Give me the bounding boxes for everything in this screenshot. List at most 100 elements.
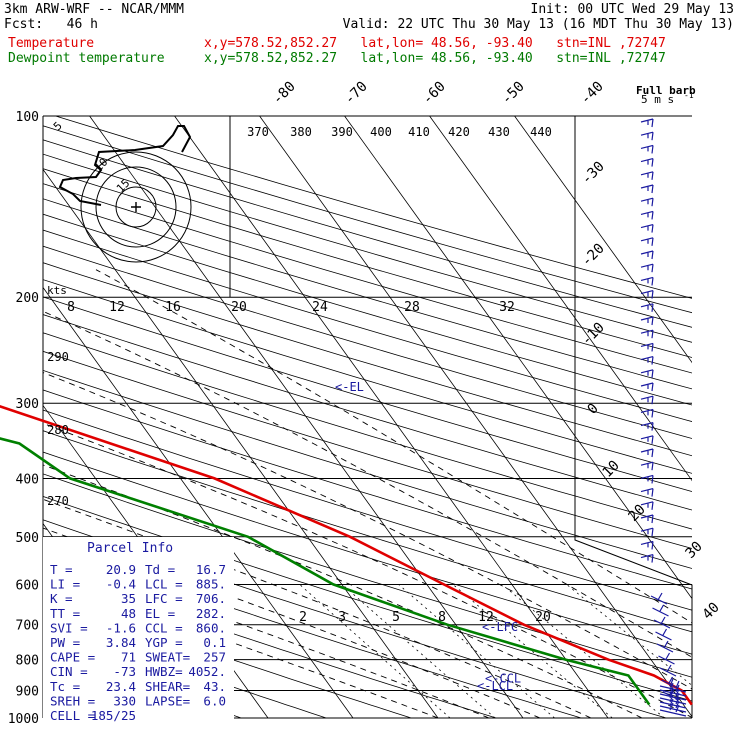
wind-barb bbox=[640, 210, 654, 220]
isotherm-label: -40 bbox=[578, 79, 607, 108]
marker-lfc: <-LFC bbox=[482, 620, 518, 634]
parcel-key: T = bbox=[50, 562, 73, 577]
wind-barb bbox=[659, 690, 687, 705]
wind-barb bbox=[650, 592, 668, 605]
dry-adiabat bbox=[43, 350, 692, 549]
wind-barb bbox=[640, 422, 654, 431]
isotherm bbox=[514, 116, 692, 364]
parcel-info-title: Parcel Info bbox=[87, 541, 173, 556]
init-time: Init: 00 UTC Wed 29 May 13 bbox=[530, 2, 735, 17]
wind-barb bbox=[661, 676, 678, 689]
dry-adiabat bbox=[43, 430, 692, 633]
isotherm-label: 40 bbox=[700, 600, 723, 623]
hodo-speed-label: 24 bbox=[312, 300, 328, 315]
parcel-key: PW = bbox=[50, 635, 80, 650]
parcel-value: -73 bbox=[113, 664, 136, 679]
hodo-speed-label: 20 bbox=[231, 300, 247, 315]
wind-barb bbox=[640, 118, 654, 128]
parcel-value: 885. bbox=[196, 577, 226, 592]
parcel-key: SWEAT= bbox=[145, 650, 190, 665]
theta-e-label: 380 bbox=[290, 125, 312, 139]
parcel-value: 23.4 bbox=[106, 679, 136, 694]
wind-barb bbox=[640, 224, 654, 233]
dewpoint-legend: Dewpoint temperature bbox=[8, 51, 165, 66]
pressure-label: 700 bbox=[16, 619, 39, 634]
wind-barb bbox=[640, 461, 654, 471]
parcel-value: 282. bbox=[196, 606, 226, 621]
parcel-key: CIN = bbox=[50, 664, 88, 679]
moist-adiabat bbox=[43, 464, 643, 718]
mixing-ratio-label: 12 bbox=[478, 610, 494, 625]
plot-right-border bbox=[574, 116, 693, 718]
wind-barb bbox=[659, 682, 687, 697]
dry-adiabat bbox=[43, 279, 692, 474]
pressure-label: 900 bbox=[16, 684, 39, 699]
isotherm-label: -80 bbox=[270, 79, 299, 108]
pressure-label: 500 bbox=[16, 531, 39, 546]
pressure-label: 300 bbox=[16, 397, 39, 412]
hodo-ring-5 bbox=[115, 186, 157, 228]
wind-barb bbox=[659, 678, 687, 693]
wind-scale-units: 5 m s bbox=[641, 93, 674, 106]
moist-adiabat bbox=[43, 371, 692, 690]
pressure-label: 100 bbox=[16, 110, 39, 125]
hodo-speed-label: 8 bbox=[67, 300, 75, 315]
dry-adiabat bbox=[43, 473, 692, 678]
dry-adiabat bbox=[43, 168, 692, 358]
parcel-value: -0.4 bbox=[106, 577, 136, 592]
parcel-value: 4052. bbox=[188, 664, 226, 679]
parcel-key: YGP = bbox=[145, 635, 183, 650]
wind-scale-exponent: -1 bbox=[684, 91, 694, 100]
parcel-value: 43. bbox=[203, 679, 226, 694]
parcel-key: Td = bbox=[145, 562, 175, 577]
mixing-ratio-line bbox=[566, 584, 692, 686]
dry-adiabat bbox=[43, 245, 692, 439]
isotherm bbox=[0, 116, 13, 718]
forecast-hour: Fcst: 46 h bbox=[4, 17, 98, 32]
pressure-label: 1000 bbox=[8, 712, 39, 727]
theta-e-label: 400 bbox=[370, 125, 392, 139]
dry-adiabat bbox=[43, 568, 497, 718]
parcel-key: LCL = bbox=[145, 577, 183, 592]
parcel-value: 0.1 bbox=[203, 635, 226, 650]
wind-barb bbox=[640, 395, 654, 405]
parcel-key: SREH = bbox=[50, 693, 95, 708]
wind-barb bbox=[640, 448, 654, 458]
isotherm-label: -20 bbox=[579, 241, 608, 270]
pressure-label: 800 bbox=[16, 654, 39, 669]
dry-adiabat bbox=[43, 332, 692, 530]
theta-e-label: 410 bbox=[408, 125, 430, 139]
wind-barb bbox=[640, 197, 654, 207]
dry-adiabat bbox=[43, 262, 692, 457]
temperature-legend: Temperature bbox=[8, 36, 95, 51]
hodo-ring-label: 15 bbox=[114, 177, 133, 196]
dry-adiabat bbox=[43, 296, 692, 492]
hodo-speed-label: 28 bbox=[404, 300, 420, 315]
hodograph-trace bbox=[58, 125, 192, 206]
dry-adiabat bbox=[43, 213, 692, 406]
isotherm-label: 30 bbox=[683, 539, 706, 562]
parcel-value: 35 bbox=[121, 591, 136, 606]
parcel-value: 860. bbox=[196, 620, 226, 635]
isotherm-label: -30 bbox=[579, 159, 608, 188]
theta-e-label: 390 bbox=[331, 125, 353, 139]
wind-barb bbox=[640, 184, 654, 194]
parcel-key: SHEAR= bbox=[145, 679, 190, 694]
isotherm bbox=[344, 116, 692, 600]
wind-barb bbox=[640, 263, 654, 273]
height-label: 290 bbox=[47, 350, 69, 364]
hodo-ring-15 bbox=[80, 151, 192, 263]
wind-barb bbox=[640, 171, 654, 180]
marker-lcl: <-LCL bbox=[477, 679, 513, 693]
wind-barb bbox=[640, 144, 654, 154]
valid-time: Valid: 22 UTC Thu 30 May 13 (16 MDT Thu … bbox=[342, 17, 734, 32]
pressure-label: 600 bbox=[16, 578, 39, 593]
parcel-value: 16.7 bbox=[196, 562, 226, 577]
parcel-key: TT = bbox=[50, 606, 80, 621]
isotherm bbox=[174, 116, 609, 718]
dry-adiabat bbox=[43, 369, 692, 569]
parcel-key: LAPSE= bbox=[145, 693, 190, 708]
parcel-value: 20.9 bbox=[106, 562, 136, 577]
